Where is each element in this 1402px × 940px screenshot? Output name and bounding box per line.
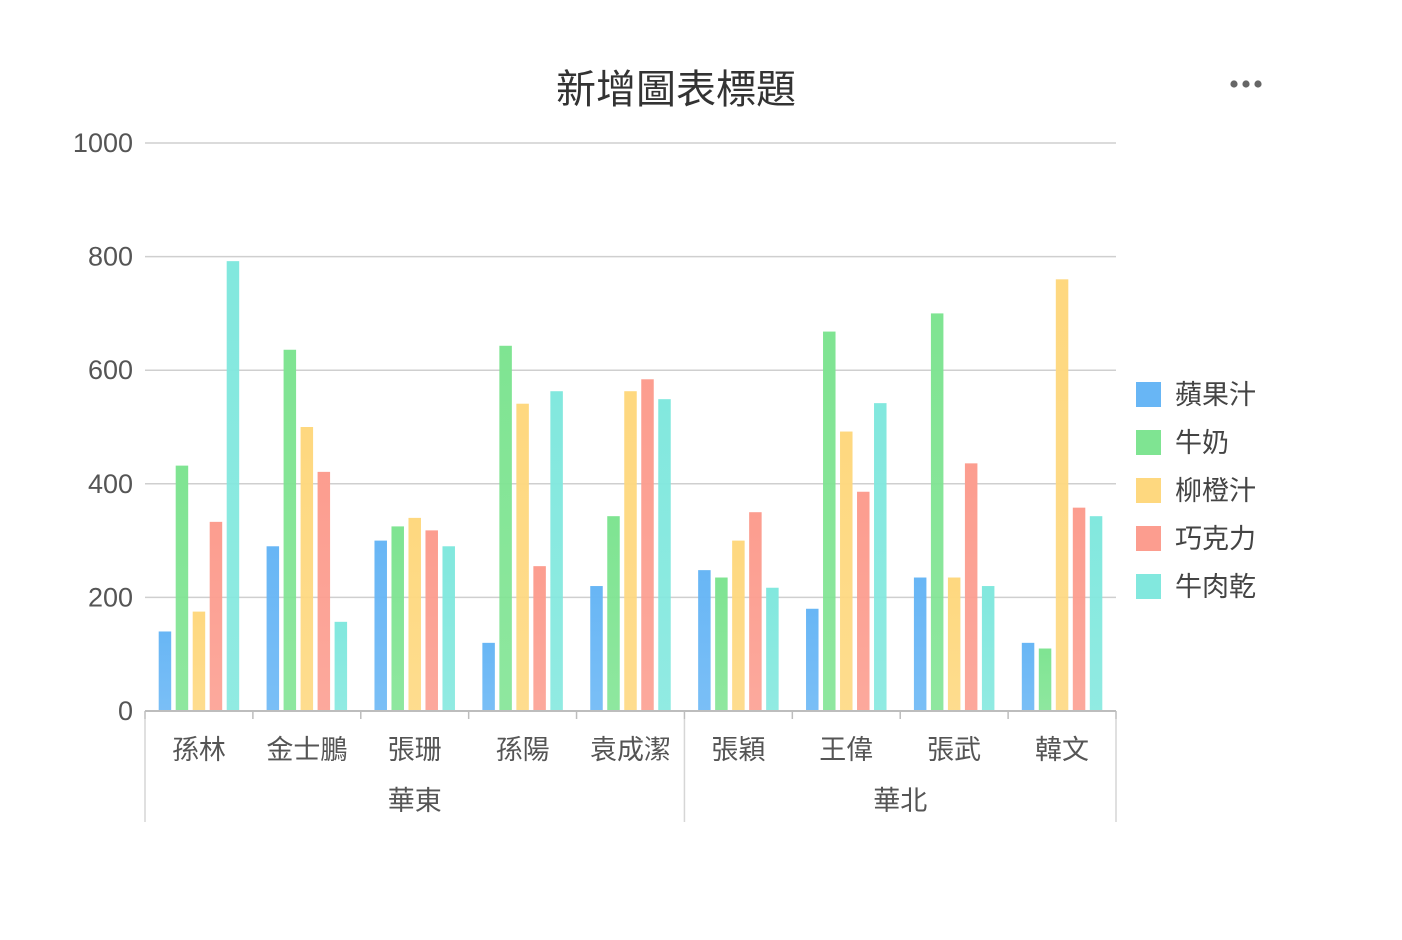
bar bbox=[334, 621, 348, 711]
legend-swatch bbox=[1136, 382, 1161, 407]
bar bbox=[658, 399, 671, 711]
y-tick-label: 400 bbox=[88, 469, 133, 499]
legend-label: 巧克力 bbox=[1175, 524, 1256, 555]
bar bbox=[374, 540, 387, 711]
x-tick-label: 張珊 bbox=[388, 735, 442, 766]
group-label: 華東 bbox=[388, 786, 442, 817]
bar bbox=[749, 512, 762, 711]
bar bbox=[1055, 279, 1069, 711]
legend-label: 牛奶 bbox=[1175, 428, 1229, 459]
bar bbox=[806, 608, 819, 711]
bar bbox=[425, 530, 438, 711]
legend-swatch bbox=[1136, 430, 1161, 455]
bar bbox=[283, 349, 297, 711]
group-label: 華北 bbox=[873, 786, 927, 817]
legend-item[interactable]: 蘋果汁 bbox=[1136, 380, 1256, 411]
legend-item[interactable]: 柳橙汁 bbox=[1136, 476, 1256, 507]
legend-item[interactable]: 巧克力 bbox=[1136, 524, 1256, 555]
bar bbox=[499, 345, 512, 711]
bar bbox=[516, 403, 529, 711]
bar bbox=[766, 587, 779, 711]
legend-item[interactable]: 牛肉乾 bbox=[1136, 572, 1256, 603]
bar bbox=[715, 577, 728, 711]
legend-label: 柳橙汁 bbox=[1175, 476, 1256, 507]
bar bbox=[209, 521, 223, 711]
legend-swatch bbox=[1136, 478, 1161, 503]
bar bbox=[964, 463, 978, 711]
bar bbox=[698, 570, 711, 711]
x-tick-label: 張武 bbox=[927, 735, 981, 766]
bar bbox=[947, 577, 961, 711]
bar bbox=[857, 491, 870, 711]
more-horizontal-icon bbox=[1230, 80, 1262, 88]
bar bbox=[732, 540, 745, 711]
bar bbox=[590, 586, 603, 711]
bar bbox=[158, 631, 172, 711]
bar bbox=[192, 611, 206, 711]
bar bbox=[913, 577, 927, 711]
x-tick-label: 金士鵬 bbox=[266, 735, 347, 766]
bar bbox=[442, 546, 455, 711]
bar bbox=[482, 642, 495, 711]
legend-label: 牛肉乾 bbox=[1175, 572, 1256, 603]
bar bbox=[930, 313, 944, 711]
x-tick-label: 袁成潔 bbox=[590, 735, 671, 766]
bar bbox=[874, 403, 887, 711]
more-options-button[interactable] bbox=[1222, 70, 1270, 98]
bar bbox=[607, 516, 620, 711]
y-tick-label: 600 bbox=[88, 355, 133, 385]
y-tick-label: 0 bbox=[118, 696, 133, 726]
bars bbox=[158, 261, 1103, 711]
bar bbox=[981, 586, 995, 711]
chart-title: 新增圖表標題 bbox=[556, 67, 796, 113]
bar bbox=[266, 546, 280, 711]
legend-swatch bbox=[1136, 526, 1161, 551]
x-tick-label: 王偉 bbox=[819, 735, 873, 766]
bar bbox=[317, 471, 331, 711]
x-tick-label: 韓文 bbox=[1035, 735, 1089, 766]
y-axis: 0 200 400 600 800 1000 bbox=[73, 128, 133, 726]
bar bbox=[391, 526, 404, 711]
bar bbox=[408, 517, 421, 711]
bar bbox=[641, 379, 654, 711]
bar bbox=[1021, 642, 1035, 711]
bar bbox=[1089, 516, 1103, 711]
bar bbox=[823, 331, 836, 711]
y-tick-label: 1000 bbox=[73, 128, 133, 158]
y-tick-label: 200 bbox=[88, 582, 133, 612]
x-tick-label: 孫林 bbox=[172, 735, 226, 766]
bar bbox=[175, 465, 189, 711]
bar bbox=[1072, 507, 1086, 711]
bar bbox=[226, 261, 240, 711]
bar bbox=[550, 391, 563, 711]
legend-swatch bbox=[1136, 574, 1161, 599]
legend-label: 蘋果汁 bbox=[1175, 380, 1256, 411]
y-tick-label: 800 bbox=[88, 242, 133, 272]
bar bbox=[1038, 648, 1052, 711]
bar bbox=[533, 566, 546, 711]
x-tick-label: 張穎 bbox=[711, 735, 765, 766]
bar bbox=[300, 427, 314, 711]
bar bbox=[840, 431, 853, 711]
x-tick-label: 孫陽 bbox=[496, 735, 550, 766]
legend-item[interactable]: 牛奶 bbox=[1136, 428, 1229, 459]
bar bbox=[624, 391, 637, 711]
